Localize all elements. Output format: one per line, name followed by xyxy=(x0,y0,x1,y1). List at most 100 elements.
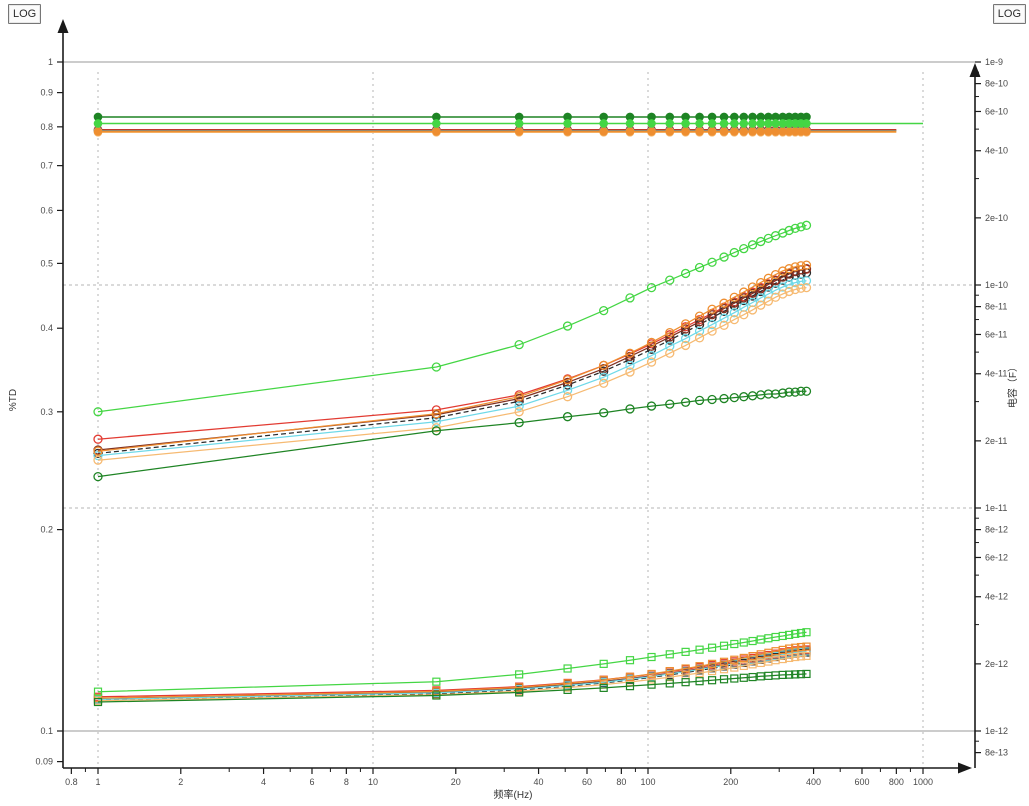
marker-filled-circle xyxy=(514,127,524,136)
marker-open-square xyxy=(785,644,794,653)
marker-filled-circle xyxy=(647,127,656,136)
marker-open-circle xyxy=(739,244,749,254)
y-left-tick-label: 0.7 xyxy=(40,161,53,171)
y-right-tick-label: 4e-10 xyxy=(985,146,1008,156)
marker-filled-circle xyxy=(739,127,749,136)
series-layer xyxy=(93,112,923,707)
x-tick-label: 1000 xyxy=(913,777,933,787)
series-green-bright-td-lower-line xyxy=(97,631,807,693)
marker-open-square xyxy=(625,656,635,665)
marker-open-square xyxy=(796,642,806,652)
marker-filled-circle xyxy=(719,127,729,136)
marker-open-circle xyxy=(646,401,657,411)
marker-filled-circle xyxy=(764,127,773,136)
x-tick-label: 800 xyxy=(889,777,904,787)
marker-open-square xyxy=(665,679,674,688)
marker-open-square xyxy=(665,650,674,659)
marker-open-circle xyxy=(625,354,635,365)
marker-filled-circle xyxy=(778,127,788,136)
marker-open-circle xyxy=(562,385,573,395)
marker-filled-circle xyxy=(784,112,794,122)
y-right-tick-label: 2e-11 xyxy=(985,436,1007,446)
y-left-tick-label: 0.1 xyxy=(40,726,53,736)
marker-open-square xyxy=(695,677,704,686)
marker-open-circle xyxy=(719,313,729,323)
y-right-tick-label: 6e-12 xyxy=(985,552,1008,562)
marker-open-circle xyxy=(790,223,800,234)
x-tick-label: 10 xyxy=(368,777,378,787)
log-scale-button-left[interactable]: LOG xyxy=(8,4,42,24)
marker-filled-circle xyxy=(784,119,794,128)
y-right-tick-label: 6e-10 xyxy=(985,106,1008,116)
marker-open-circle xyxy=(625,404,635,414)
marker-filled-circle xyxy=(748,119,757,128)
log-scale-button-right[interactable]: LOG xyxy=(992,4,1026,24)
y-right-tick-label: 4e-12 xyxy=(985,592,1008,602)
marker-open-square xyxy=(730,655,739,664)
marker-filled-circle xyxy=(756,112,766,122)
series-green-dark-td-lower-line xyxy=(97,673,807,703)
marker-open-square xyxy=(791,643,800,652)
marker-open-square xyxy=(681,664,690,673)
marker-filled-circle xyxy=(681,112,690,122)
y-left-axis-arrow xyxy=(57,19,69,33)
marker-filled-circle xyxy=(771,112,780,122)
x-axis-arrow xyxy=(958,762,972,774)
marker-filled-circle xyxy=(647,112,656,122)
y-right-tick-label: 6e-11 xyxy=(985,329,1007,339)
marker-open-circle xyxy=(694,262,705,273)
marker-open-circle xyxy=(694,311,705,321)
marker-open-circle xyxy=(707,310,717,320)
marker-open-square xyxy=(432,677,441,686)
marker-open-circle xyxy=(729,298,739,308)
marker-open-circle xyxy=(93,446,103,456)
marker-open-square xyxy=(778,654,787,664)
marker-open-circle xyxy=(431,423,442,433)
marker-filled-circle xyxy=(93,119,103,128)
marker-filled-circle xyxy=(707,112,717,122)
marker-open-circle xyxy=(599,372,609,382)
marker-open-square xyxy=(93,687,103,696)
y-left-axis-title: %TD xyxy=(8,389,19,411)
marker-open-square xyxy=(563,664,572,673)
marker-open-circle xyxy=(562,380,573,390)
y-left-tick-label: 0.3 xyxy=(40,407,53,417)
marker-filled-circle xyxy=(730,127,739,136)
marker-open-circle xyxy=(646,344,657,354)
marker-open-circle xyxy=(790,387,800,397)
marker-open-square xyxy=(707,643,717,652)
marker-open-square xyxy=(748,672,757,682)
y-right-tick-label: 1e-12 xyxy=(985,726,1008,736)
marker-open-square xyxy=(748,652,757,661)
y-right-tick-label: 1e-9 xyxy=(985,57,1003,67)
marker-open-square xyxy=(625,677,635,687)
marker-open-square xyxy=(599,659,608,668)
marker-filled-circle xyxy=(563,112,572,122)
marker-open-circle xyxy=(431,409,442,419)
marker-open-square xyxy=(796,652,806,661)
x-tick-label: 600 xyxy=(854,777,869,787)
series-red-td-upper-line xyxy=(97,268,807,440)
marker-open-circle xyxy=(680,397,691,407)
marker-filled-circle xyxy=(748,127,757,136)
marker-filled-circle xyxy=(802,127,811,136)
marker-open-circle xyxy=(599,378,609,388)
y-right-axis-title: 电容（F） xyxy=(1006,362,1019,408)
marker-open-circle xyxy=(694,395,705,406)
marker-open-square xyxy=(802,642,811,651)
x-tick-label: 4 xyxy=(261,777,266,787)
series-orange-td-lower-line xyxy=(97,645,807,699)
marker-open-circle xyxy=(784,279,794,290)
marker-open-circle xyxy=(739,293,749,303)
y-left-tick-label: 0.9 xyxy=(40,88,53,98)
marker-open-circle xyxy=(719,320,729,330)
marker-filled-circle xyxy=(771,119,780,128)
marker-filled-circle xyxy=(432,112,441,122)
marker-open-circle xyxy=(719,393,729,404)
marker-open-square xyxy=(756,654,765,663)
marker-open-square xyxy=(796,628,806,638)
marker-open-circle xyxy=(784,225,794,236)
marker-open-square xyxy=(739,638,748,647)
x-tick-label: 2 xyxy=(178,777,183,787)
x-tick-label: 100 xyxy=(640,777,655,787)
